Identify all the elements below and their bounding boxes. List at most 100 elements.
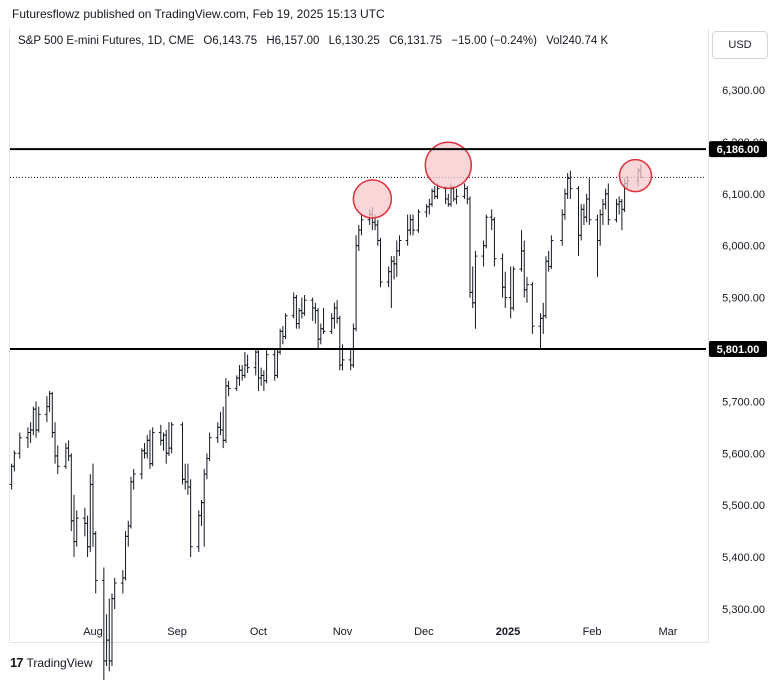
ohlc-bar [82,507,87,537]
ohlc-bar [126,520,131,547]
ohlc-bar [411,214,416,236]
ohlc-bar [107,598,112,672]
ohlc-bar [299,297,304,319]
ohlc-bar [164,429,169,464]
legend-volume: Vol240.74 K [546,35,609,47]
ohlc-bar [587,178,592,225]
ohlc-bar [36,406,41,433]
time-tick-label: Sep [167,626,187,638]
price-tick-label: 5,400.00 [722,552,765,564]
time-tick-label: Oct [250,626,267,638]
ohlc-bar [446,193,451,207]
footer-brand[interactable]: 17 TradingView [10,655,93,670]
ohlc-bar [280,326,285,345]
ohlc-bar [291,292,296,319]
price-tick-label: 6,100.00 [722,189,765,201]
ohlc-bar [416,209,421,233]
ohlc-bar [511,266,516,311]
ohlc-bar [584,193,589,223]
ohlc-bar [120,570,125,594]
ohlc-bar [240,365,245,381]
ohlc-bar [508,266,513,319]
ohlc-bar [196,510,201,552]
ohlc-bar [318,323,323,345]
ohlc-bar [85,515,90,558]
ohlc-bar [131,468,136,490]
ohlc-bar [310,297,315,321]
ohlc-bar [617,196,622,215]
ohlc-bar [17,432,22,459]
ohlc-bar [408,214,413,236]
ohlc-bar [337,315,342,371]
ohlc-bar [25,427,30,449]
ohlc-bar [481,240,486,267]
tradingview-logo-icon: 17 [10,655,24,670]
ohlc-bar [432,186,437,199]
ohlc-bar [427,198,432,215]
highlight-circle [352,179,393,219]
ohlc-bar [272,349,277,381]
ohlc-bar [462,183,467,199]
time-tick-label: 2025 [496,626,520,638]
legend-low: L6,130.25 [328,35,380,47]
horizontal-level[interactable]: 6,186.00 [10,141,767,158]
ohlc-bar [180,422,185,485]
ohlc-bar [546,250,551,272]
ohlc-bar [576,186,581,257]
time-tick-label: Aug [83,626,103,638]
ohlc-bar [199,500,204,526]
horizontal-levels[interactable]: 6,186.00 5,801.00 [10,141,767,357]
horizontal-level[interactable]: 5,801.00 [10,340,767,357]
ohlc-bar [215,422,220,443]
ohlc-bar [581,204,586,225]
ohlc-bar [259,367,264,386]
time-tick-label: Nov [333,626,353,638]
ohlc-bar [145,435,150,459]
ohlc-bar [359,214,364,236]
ohlc-bar [595,214,600,277]
ohlc-bar [543,256,548,319]
ohlc-bar [473,250,478,329]
price-tick-label: 6,300.00 [722,85,765,97]
ohlc-bar [123,531,128,581]
ohlc-bar [562,188,567,220]
horizontal-level-label: 6,186.00 [717,144,760,156]
ohlc-bar [101,567,106,680]
ohlc-bar [109,593,114,667]
ohlc-bar [332,302,337,329]
ohlc-bar [207,432,212,462]
time-axis: Aug Sep Oct Nov Dec 2025 Feb Mar [83,626,678,638]
ohlc-bar [392,256,397,280]
price-tick-label: 6,000.00 [722,241,765,253]
horizontal-level-label-bg [709,340,767,357]
ohlc-bar [378,237,383,288]
ohlc-bar [468,196,473,298]
legend-change: −15.00 (−0.24%) [451,35,537,47]
ohlc-bar [351,323,356,368]
ohlc-bar [275,349,280,379]
ohlc-bar [329,313,334,334]
ohlc-bar [278,328,283,355]
ohlc-bar [74,510,79,547]
ohlc-bar [185,463,190,495]
ohlc-bar [142,442,147,459]
price-tick-label: 5,500.00 [722,500,765,512]
ohlc-bar [47,391,52,412]
chart-pane [9,28,709,643]
ohlc-bar [603,188,608,210]
ohlc-bar [183,463,188,490]
ohlc-bar [53,422,58,464]
ohlc-bar [31,406,36,436]
currency-button[interactable]: USD [712,31,768,59]
ohlc-bars [9,164,643,680]
ohlc-bar [302,295,307,316]
ohlc-bar [69,453,74,532]
ohlc-bar [188,479,193,558]
ohlc-bar [202,468,207,547]
ohlc-bar [492,217,497,267]
ohlc-bar [530,282,535,334]
ohlc-bar [568,170,573,199]
ohlc-bar [606,183,611,225]
highlight-circles [352,141,653,219]
